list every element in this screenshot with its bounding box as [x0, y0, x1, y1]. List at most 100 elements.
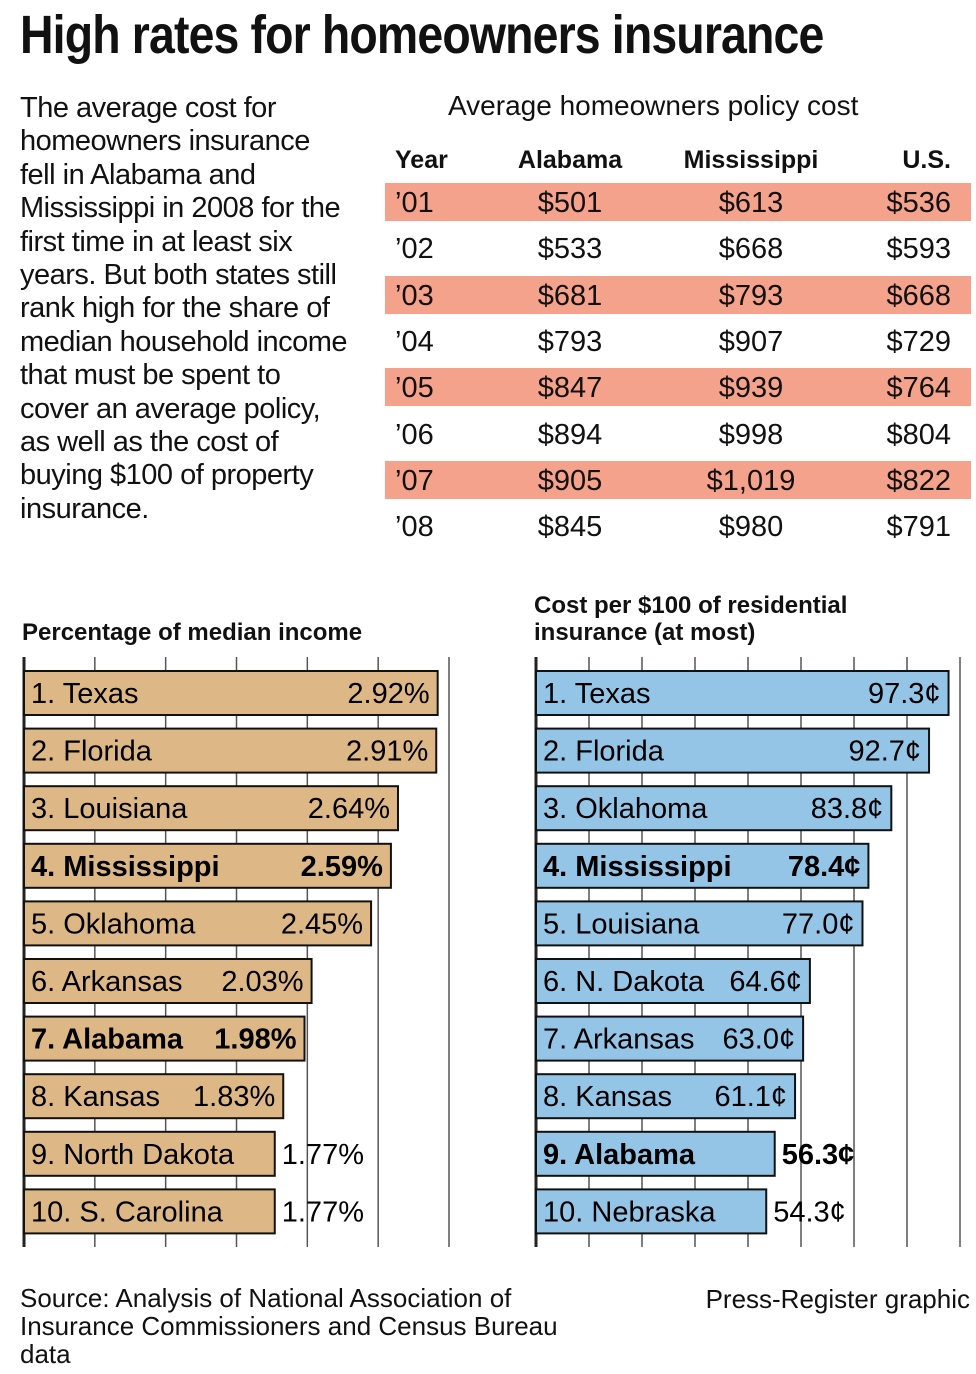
table-cell: $793 [718, 279, 784, 312]
bar [23, 670, 439, 716]
bar-label: 4. Mississippi [543, 851, 732, 883]
table-cell: $533 [537, 233, 603, 266]
bar-label: 2. Florida [31, 736, 153, 768]
table-cell: $668 [886, 279, 951, 312]
bar-label: 6. Arkansas [31, 966, 183, 998]
bar-label: 9. North Dakota [31, 1139, 235, 1171]
bar-value: 92.7¢ [848, 736, 921, 768]
table-cell: $894 [537, 418, 603, 451]
bar-value: 56.3¢ [782, 1139, 855, 1171]
column-header: Mississippi [683, 146, 819, 174]
bar [535, 1188, 768, 1235]
bar [23, 900, 373, 947]
bar-label: 8. Kansas [543, 1081, 672, 1113]
bar-value: 1.98% [214, 1024, 296, 1056]
table-cell: $907 [718, 325, 784, 358]
table-cell: $822 [886, 464, 951, 497]
bar-value: 97.3¢ [868, 678, 941, 710]
bar-value: 1.77% [282, 1139, 364, 1171]
bar [535, 1130, 776, 1177]
income-chart-title: Percentage of median income [22, 619, 363, 646]
cost-chart-title: Cost per $100 of residential insurance (… [534, 592, 848, 646]
bar-label: 8. Kansas [31, 1081, 160, 1113]
bar [535, 958, 811, 1004]
table-title: Average homeowners policy cost [448, 90, 859, 121]
bar-label: 3. Oklahoma [543, 793, 708, 825]
bar-value: 2.64% [308, 793, 390, 825]
bar-label: 1. Texas [543, 678, 650, 710]
bar-value: 2.45% [281, 908, 363, 940]
table-cell: $939 [718, 372, 784, 405]
table-cell: ’01 [395, 187, 434, 219]
bar [535, 785, 893, 832]
column-header: U.S. [902, 146, 951, 174]
bar-label: 6. N. Dakota [543, 966, 705, 998]
bar-label: 4. Mississippi [31, 851, 220, 883]
bar [535, 727, 931, 774]
table-row: ’02 $533 $668 $593 [385, 229, 971, 267]
source-note: Source: Analysis of National Association… [20, 1283, 558, 1369]
bar-value: 77.0¢ [782, 908, 855, 940]
bar [23, 1073, 285, 1120]
bar [535, 1015, 805, 1062]
table-cell: $980 [718, 511, 784, 544]
bar-label: 5. Louisiana [543, 908, 700, 940]
bar-label: 5. Oklahoma [31, 908, 196, 940]
bar-label: 3. Louisiana [31, 793, 188, 825]
table-cell: $536 [886, 187, 951, 219]
table-cell: ’08 [395, 511, 434, 544]
bar [23, 958, 313, 1004]
column-header: Year [395, 146, 448, 174]
bar [23, 785, 399, 832]
table-row: ’03 $681 $793 $668 [385, 275, 971, 314]
table-cell: $681 [537, 279, 603, 312]
table-cell: $729 [886, 325, 951, 358]
bar [23, 1015, 306, 1062]
table-cell: $501 [537, 187, 603, 219]
table-cell: ’07 [395, 464, 434, 497]
bar [23, 727, 438, 774]
bar-value: 2.91% [346, 736, 428, 768]
bar-value: 78.4¢ [788, 851, 861, 883]
bar-label: 7. Arkansas [543, 1024, 695, 1056]
bar-label: 7. Alabama [31, 1024, 184, 1056]
table-row: ’07 $905 $1,019 $822 [385, 460, 971, 499]
bar [23, 842, 392, 889]
bar-value: 2.92% [347, 678, 429, 710]
table-row: ’06 $894 $998 $804 [385, 415, 971, 453]
table-cell: ’03 [395, 279, 434, 312]
bar-label: 2. Florida [543, 736, 665, 768]
bar [23, 1130, 276, 1177]
table-row: ’04 $793 $907 $729 [385, 322, 971, 360]
bar [535, 1073, 797, 1120]
intro-text: The average cost for homeowners insuranc… [20, 92, 348, 525]
bar-value: 1.83% [193, 1081, 275, 1113]
bar-label: 10. Nebraska [543, 1196, 716, 1228]
table-cell: $998 [718, 418, 784, 451]
table-cell: $905 [537, 464, 603, 497]
bar [535, 900, 864, 947]
bar [535, 670, 950, 716]
credit-note: Press-Register graphic [705, 1284, 970, 1314]
table-row: ’08 $845 $980 $791 [385, 507, 971, 545]
bar-value: 63.0¢ [723, 1024, 796, 1056]
table-cell: $764 [886, 372, 951, 405]
table-row: ’05 $847 $939 $764 [385, 368, 971, 407]
table-cell: ’02 [395, 233, 434, 266]
table-header-row: Year Alabama Mississippi U.S. [385, 140, 971, 178]
bar-label: 9. Alabama [543, 1139, 696, 1171]
bar-label: 10. S. Carolina [31, 1196, 224, 1228]
table-row: ’01 $501 $613 $536 [385, 183, 971, 221]
bar [535, 842, 870, 889]
table-cell: $847 [537, 372, 603, 405]
page-title: High rates for homeowners insurance [20, 5, 824, 65]
bar-value: 2.59% [301, 851, 383, 883]
bar-value: 1.77% [282, 1196, 364, 1228]
bar-value: 61.1¢ [714, 1081, 787, 1113]
column-header: Alabama [517, 146, 623, 174]
table-cell: $791 [886, 511, 951, 544]
bar-value: 54.3¢ [773, 1196, 846, 1228]
table-cell: $793 [537, 325, 603, 358]
bar [23, 1188, 276, 1235]
